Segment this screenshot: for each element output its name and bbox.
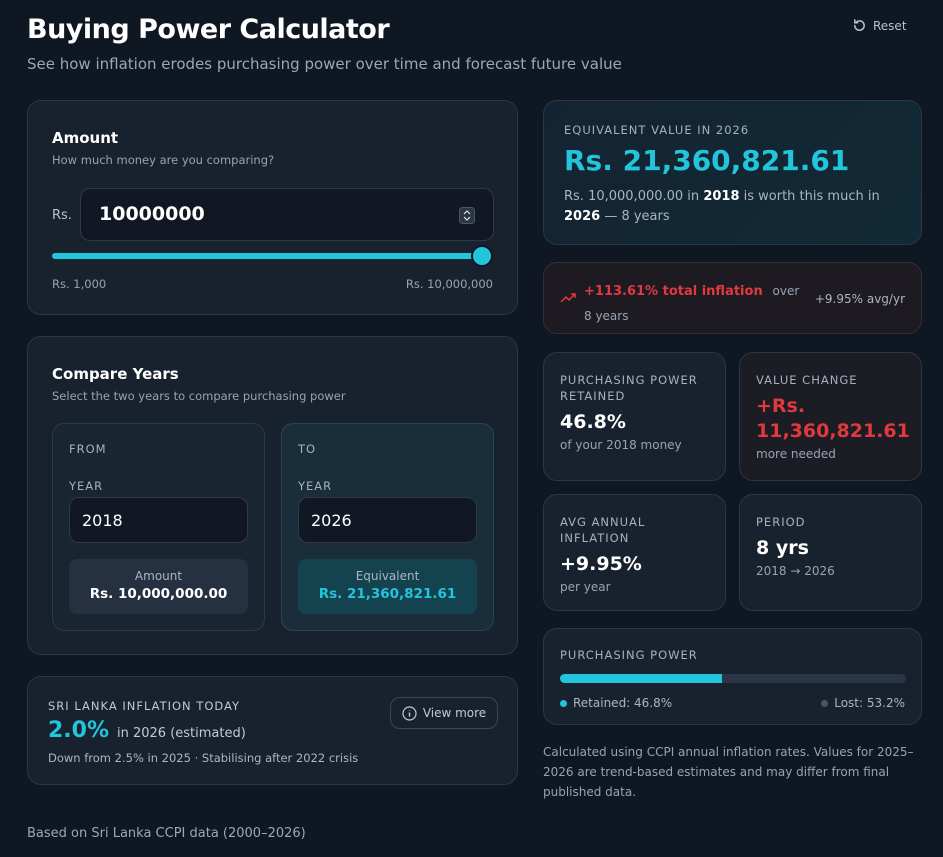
- equivalent-summary: Equivalent Rs. 21,360,821.61: [298, 559, 477, 614]
- info-icon: [402, 705, 417, 721]
- description-year: 2018: [703, 189, 740, 204]
- inflation-headline: +113.61% total inflation: [584, 284, 763, 299]
- slider-max-label: Rs. 10,000,000: [405, 277, 493, 291]
- card-subtitle: Select the two years to compare purchasi…: [52, 389, 346, 403]
- description-text: Rs. 10,000,000.00 in: [564, 189, 700, 204]
- inflation-rate: 2.0%: [48, 718, 110, 743]
- year-select[interactable]: 2018: [69, 497, 248, 543]
- stat-card: VALUE CHANGE +Rs. 11,360,821.61 more neede…: [739, 352, 922, 481]
- amount-input-value: 10000000: [99, 203, 205, 225]
- description-text: is worth this much in: [743, 189, 880, 204]
- card-title: Compare Years: [52, 365, 179, 383]
- stat-value: 8 yrs: [756, 537, 809, 559]
- stat-note: per year: [560, 580, 611, 594]
- year-value: 2026: [311, 511, 352, 530]
- legend-dot: [560, 699, 567, 707]
- power-track: [560, 674, 906, 683]
- card-title: Amount: [52, 129, 119, 147]
- legend-dot: [821, 699, 829, 707]
- stat-value: +Rs. 11,360,821.61: [756, 395, 910, 442]
- view-more-button[interactable]: View more: [390, 697, 498, 729]
- card-label: EQUIVALENT VALUE IN 2026: [564, 123, 750, 137]
- panel-label: FROM: [69, 442, 107, 456]
- from-panel: FROM YEAR 2018 Amount Rs. 10,000,000.00: [52, 423, 265, 631]
- stat-content: AVG ANNUAL INFLATION +9.95% per year: [560, 514, 715, 594]
- card-label: PURCHASING POWER: [560, 648, 698, 662]
- disclaimer: Calculated using CCPI annual inflation r…: [543, 745, 914, 799]
- compare-card: Compare Years Select the two years to co…: [27, 336, 518, 655]
- description-text: — 8 years: [604, 209, 670, 224]
- stat-content: PURCHASING POWER RETAINED 46.8% of your 20…: [560, 372, 715, 452]
- to-panel: TO YEAR 2026 Equivalent Rs. 21,360,821.6…: [281, 423, 494, 631]
- card-subtitle: How much money are you comparing?: [52, 153, 275, 167]
- slider-thumb[interactable]: [471, 245, 493, 267]
- slider-fill: [52, 253, 482, 259]
- year-select[interactable]: 2026: [298, 497, 477, 543]
- stat-card: PURCHASING POWER RETAINED 46.8% of your 20…: [543, 352, 726, 481]
- stat-note: more needed: [756, 447, 836, 461]
- reset-icon: [854, 19, 865, 31]
- stat-card: AVG ANNUAL INFLATION +9.95% per year: [543, 494, 726, 611]
- equivalent-value: Rs. 21,360,821.61: [564, 144, 850, 177]
- stat-note: 2018 → 2026: [756, 564, 835, 578]
- inflation-period: over 8 years: [584, 284, 800, 323]
- lost-legend: Lost: 53.2%: [821, 696, 905, 710]
- stat-label: VALUE CHANGE: [756, 373, 858, 387]
- stat-value: +9.95%: [560, 553, 642, 575]
- equivalent-description: Rs. 10,000,000.00 in 2018 is worth this …: [564, 187, 894, 227]
- legend-label: Lost: 53.2%: [834, 696, 905, 710]
- button-label: View more: [422, 706, 487, 720]
- page-title: Buying Power Calculator: [27, 14, 390, 45]
- panel-label: TO: [298, 442, 317, 456]
- rate-detail: Down from 2.5% in 2025 · Stabilising aft…: [48, 751, 359, 765]
- year-label: YEAR: [298, 479, 333, 493]
- amount-input[interactable]: 10000000: [80, 188, 494, 241]
- stat-note: of your 2018 money: [560, 438, 682, 452]
- page-subtitle: See how inflation erodes purchasing powe…: [27, 55, 622, 73]
- stat-card: PERIOD 8 yrs 2018 → 2026: [739, 494, 922, 611]
- currency-label: Rs.: [52, 208, 72, 223]
- inflation-avg: +9.95% avg/yr: [814, 292, 905, 306]
- summary-label: Amount: [134, 569, 183, 583]
- reset-button[interactable]: Reset: [852, 18, 907, 33]
- stat-value: 46.8%: [560, 411, 626, 433]
- purchasing-power-card: PURCHASING POWER Retained: 46.8% Lost: 5…: [543, 628, 922, 725]
- description-year: 2026: [564, 209, 601, 224]
- amount-summary: Amount Rs. 10,000,000.00: [69, 559, 248, 614]
- amount-slider[interactable]: [52, 245, 493, 267]
- trend-icon: [560, 293, 576, 303]
- slider-min-label: Rs. 1,000: [52, 277, 107, 291]
- stat-label: PERIOD: [756, 515, 806, 529]
- legend-label: Retained: 46.8%: [573, 696, 673, 710]
- stat-label: PURCHASING POWER RETAINED: [560, 373, 698, 403]
- retained-legend: Retained: 46.8%: [560, 696, 672, 710]
- stat-content: PERIOD 8 yrs 2018 → 2026: [756, 514, 911, 578]
- stat-label: AVG ANNUAL INFLATION: [560, 515, 646, 545]
- footer: Based on Sri Lanka CCPI data (2000–2026): [27, 826, 306, 841]
- summary-value: Rs. 21,360,821.61: [318, 586, 457, 602]
- summary-value: Rs. 10,000,000.00: [89, 586, 228, 602]
- equivalent-card: EQUIVALENT VALUE IN 2026 Rs. 21,360,821.…: [543, 100, 922, 245]
- stat-content: VALUE CHANGE +Rs. 11,360,821.61 more neede…: [756, 372, 911, 461]
- reset-label: Reset: [873, 18, 907, 33]
- summary-label: Equivalent: [355, 569, 420, 583]
- year-label: YEAR: [69, 479, 104, 493]
- amount-card: Amount How much money are you comparing?…: [27, 100, 518, 315]
- spinner-icon: [459, 207, 475, 224]
- rate-row: 2.0% in 2026 (estimated): [48, 718, 246, 743]
- total-inflation-card: +113.61% total inflation over 8 years +9…: [543, 262, 922, 334]
- rate-note: in 2026 (estimated): [117, 726, 246, 741]
- year-value: 2018: [82, 511, 123, 530]
- card-label: SRI LANKA INFLATION TODAY: [48, 699, 241, 713]
- power-retained-bar: [560, 674, 722, 683]
- inflation-today-card: SRI LANKA INFLATION TODAY 2.0% in 2026 (…: [27, 676, 518, 785]
- inflation-summary: +113.61% total inflation over 8 years: [584, 279, 804, 328]
